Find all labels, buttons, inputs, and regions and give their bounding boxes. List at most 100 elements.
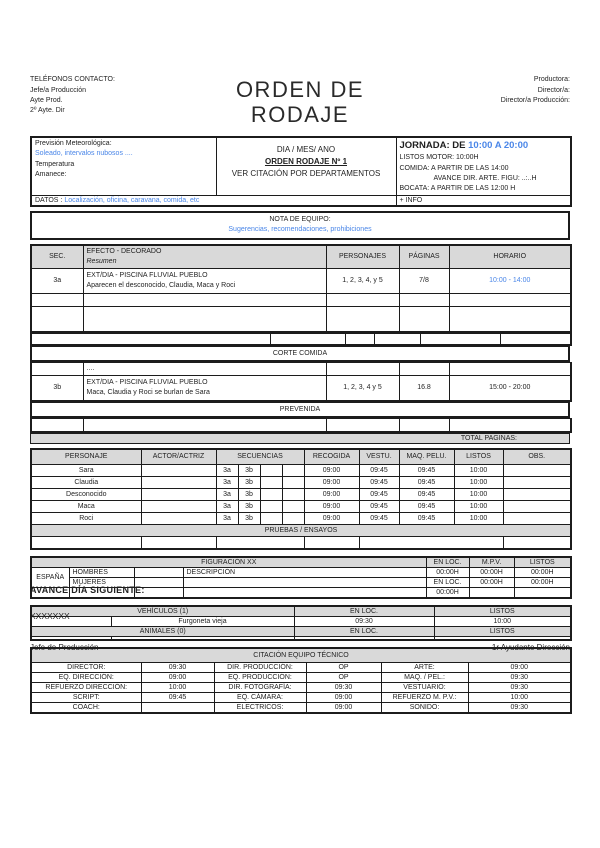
cast-row: Desconocido 3a 3b 09:00 09:45 09:45 10:00 — [30, 487, 572, 501]
vehicles-table: VEHÍCULOS (1) EN LOC. LISTOS Furgoneta v… — [30, 604, 572, 641]
team-note-title: NOTA DE EQUIPO: — [269, 215, 331, 223]
call-sheet-page: TELÉFONOS CONTACTO: Jefe/a Producción Ay… — [30, 75, 573, 714]
figuracion-row-mujeres: MUJERES EN LOC. 00:00H 00:00H — [31, 576, 572, 588]
col-personaje: PERSONAJE — [30, 448, 142, 465]
hombres-label: HOMBRES — [68, 566, 135, 578]
col-listos: LISTOS — [453, 448, 504, 465]
animals-title: ANIMALES (0) — [30, 625, 295, 637]
crew-row: COACH: ELECTRICOS: 09:00 SONIDO: 09:30 — [30, 701, 572, 714]
date-line: DIA / MES/ ANO — [276, 144, 336, 154]
crew-row: SCRIPT: 09:45 EQ. CÁMARA: 09:00 REFUERZO M… — [30, 691, 572, 703]
order-number: ORDEN RODAJE Nº 1 — [264, 156, 348, 166]
weather-temperature: Temperatura — [35, 160, 75, 168]
figuracion-row-hombres: ESPAÑA HOMBRES DESCRIPCIÓN 00:00H 00:00H… — [30, 566, 572, 588]
scene-description: EXT/DIA - PISCINA FLUVIAL PUEBLO Aparecen… — [82, 267, 327, 294]
departments-note: VER CITACIÓN POR DEPARTAMENTOS — [231, 168, 381, 178]
signature-first-ad: 1r Ayudante Dirección — [491, 643, 570, 652]
col-enloc: EN LOC. — [293, 625, 435, 637]
scene-personajes: 1, 2, 3, 4, y 5 — [325, 267, 400, 294]
col-horario: HORARIO — [448, 244, 572, 269]
col-vestuario: VESTU. — [358, 448, 400, 465]
scene-row-3b: 3b EXT/DIA - PISCINA FLUVIAL PUEBLO Maca,… — [30, 374, 572, 402]
col-listos: LISTOS — [433, 625, 572, 637]
cast-row: Sara 3a 3b 09:00 09:45 09:45 10:00 — [30, 463, 572, 477]
col-actor: ACTOR/ACTRIZ — [140, 448, 217, 465]
col-secuencias: SECUENCIAS — [215, 448, 305, 465]
info-plus-cell: + INFO — [395, 194, 572, 207]
scenes-header-row: SEC. EFECTO - DECORADO Resumen PERSONAJES… — [30, 244, 572, 269]
weather-sunrise: Amanece: — [35, 171, 67, 179]
scene-description: EXT/DIA - PISCINA FLUVIAL PUEBLO Maca, Cl… — [82, 374, 327, 402]
empty-scene-row — [30, 292, 572, 307]
col-paginas: PÁGINAS — [398, 244, 450, 269]
cast-row: Claudia 3a 3b 09:00 09:45 09:45 10:00 — [30, 475, 572, 489]
prevenida-banner: PREVENIDA — [30, 401, 570, 418]
pruebas-banner: PRUEBAS / ENSAYOS — [30, 523, 572, 537]
figuracion-header-row: FIGURACIÓN XX EN LOC. M.P.V. LISTOS — [30, 556, 572, 568]
scenes-split-row — [30, 332, 572, 346]
credit-line: Productora: — [533, 76, 570, 83]
team-note-box: NOTA DE EQUIPO: Sugerencias, recomendaci… — [30, 210, 570, 240]
scenes-empty-tail — [30, 417, 572, 433]
scenes-table-after-lunch: .... 3b EXT/DIA - PISCINA FLUVIAL PUEBLO… — [30, 361, 572, 402]
signature-production-chief: Jefe de Producción — [30, 643, 99, 652]
col-personajes: PERSONAJES — [325, 244, 400, 269]
shoot-info-table: Previsión Meteorológica: Soleado, interv… — [30, 135, 572, 207]
datos-cell: DATOS : Localización, oficina, caravana,… — [30, 194, 397, 207]
credits-block: Productora: Director/a: Director/a Produ… — [420, 75, 570, 107]
figuracion-table: FIGURACIÓN XX EN LOC. M.P.V. LISTOS ESPA… — [30, 555, 573, 599]
col-maquillaje: MAQ. PELU. — [398, 448, 455, 465]
prevenida-label: PREVENIDA — [30, 401, 570, 418]
weather-forecast: Soleado, intervalos nubosos .... — [35, 150, 133, 158]
listos-motor-line: LISTOS MOTOR: 10:00H — [399, 154, 479, 162]
bocata-line: BOCATA: A PARTIR DE LAS 12:00 H — [399, 184, 516, 192]
empty-scene-row — [30, 417, 572, 433]
col-efecto: EFECTO - DECORADO Resumen — [82, 244, 327, 269]
scene-row-3a: 3a EXT/DIA - PISCINA FLUVIAL PUEBLO Apare… — [30, 267, 572, 294]
pruebas-label: PRUEBAS / ENSAYOS — [30, 523, 572, 537]
dots-cell: .... — [82, 361, 327, 376]
team-note-subtitle: Sugerencias, recomendaciones, prohibicio… — [228, 226, 372, 234]
cast-row: Roci 3a 3b 09:00 09:45 09:45 10:00 — [30, 511, 572, 525]
crew-row: REFUERZO DIRECCIÓN: 10:00 DIR. FOTOGRAFÍA… — [30, 681, 572, 693]
col-recogida: RECOGIDA — [303, 448, 360, 465]
credit-line: Director/a: — [537, 86, 570, 94]
animals-header-row: ANIMALES (0) EN LOC. LISTOS — [30, 625, 572, 637]
scene-paginas: 7/8 — [398, 267, 450, 294]
order-date-cell: DIA / MES/ ANO ORDEN RODAJE Nº 1 VER CIT… — [215, 136, 397, 196]
credit-line: Director/a Producción: — [500, 97, 570, 104]
scene-horario: 15:00 - 20:00 — [448, 374, 572, 402]
comida-line: COMIDA: A PARTIR DE LAS 14:00 — [399, 164, 509, 172]
crew-row: EQ. DIRECCIÓN: 09:00 EQ. PRODUCCIÓN: OP MA… — [30, 671, 572, 683]
avance-arte-line: AVANCE DIR. ARTE. FIGU: ..:..H — [433, 174, 537, 182]
weather-cell: Previsión Meteorológica: Soleado, interv… — [30, 136, 217, 196]
scene-paginas: 16.8 — [398, 374, 450, 402]
weather-title: Previsión Meteorológica: — [35, 139, 112, 147]
corte-comida-label: CORTE COMIDA — [30, 345, 570, 362]
scenes-table: SEC. EFECTO - DECORADO Resumen PERSONAJES… — [30, 243, 572, 333]
contact-line: Jefe/a Producción — [30, 87, 87, 95]
descripcion-label: DESCRIPCIÓN — [182, 566, 427, 578]
crew-call-table: CITACIÓN EQUIPO TÉCNICO DIRECTOR: 09:30 D… — [30, 646, 573, 714]
col-sec: SEC. — [30, 244, 84, 269]
cast-empty-row — [30, 535, 572, 550]
col-mpv: M.P.V. — [468, 556, 515, 568]
contact-phones-block: TELÉFONOS CONTACTO: Jefe/a Producción Ay… — [30, 75, 180, 117]
contacts-title: TELÉFONOS CONTACTO: — [30, 76, 115, 83]
figuracion-row-extra: 00:00H — [30, 586, 572, 599]
document-header: TELÉFONOS CONTACTO: Jefe/a Producción Ay… — [30, 75, 570, 128]
signatures-row: Jefe de Producción 1r Ayudante Dirección — [30, 643, 570, 652]
scene-horario: 10:00 - 14:00 — [448, 267, 572, 294]
next-day-title: AVANCE DÍA SIGUIENTE: — [30, 585, 145, 595]
jornada-cell: JORNADA: DE 10:00 A 20:00 LISTOS MOTOR: … — [395, 136, 572, 196]
contact-line: Ayte Prod. — [30, 97, 63, 105]
col-listos: LISTOS — [513, 556, 572, 568]
cast-header-row: PERSONAJE ACTOR/ACTRIZ SECUENCIAS RECOGI… — [30, 448, 572, 465]
empty-scene-row — [30, 305, 572, 333]
cast-table: PERSONAJE ACTOR/ACTRIZ SECUENCIAS RECOGI… — [30, 447, 573, 550]
crew-row: DIRECTOR: 09:30 DIR. PRODUCCIÓN: OP ARTE: 0… — [30, 661, 572, 673]
corte-comida-banner: CORTE COMIDA — [30, 345, 570, 362]
col-obs: OBS. — [502, 448, 572, 465]
cast-row: Maca 3a 3b 09:00 09:45 09:45 10:00 — [30, 499, 572, 513]
scene-sec: 3b — [30, 374, 84, 402]
